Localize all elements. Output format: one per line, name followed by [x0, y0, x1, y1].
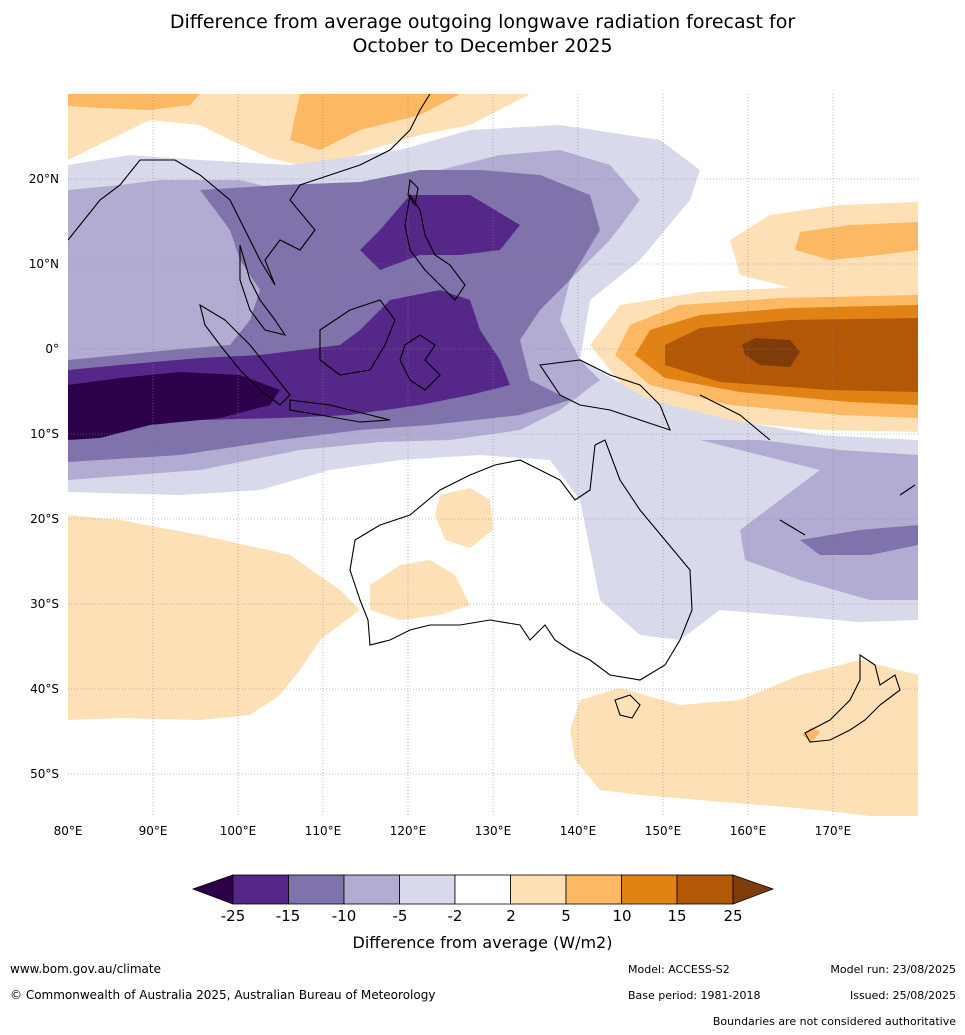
- positive-anomaly-area: [68, 515, 360, 720]
- sulawesi-coastline: [399, 334, 441, 391]
- colorbar-tick: 25: [723, 907, 743, 925]
- copyright-text: © Commonwealth of Australia 2025, Austra…: [10, 988, 436, 1002]
- lat-label: 20°S: [30, 512, 59, 526]
- lon-label: 160°E: [730, 824, 767, 838]
- new-guinea-coastline: [539, 359, 671, 431]
- taiwan-coastline: [407, 178, 419, 207]
- map-title: Difference from average outgoing longwav…: [0, 10, 965, 58]
- positive-anomaly-area: [570, 660, 918, 816]
- positive-anomaly-area: [290, 94, 460, 150]
- positive-anomaly-area: [68, 94, 200, 110]
- positive-anomaly-area: [802, 727, 820, 742]
- colorbar-title: Difference from average (W/m2): [352, 933, 613, 952]
- colorbar-segment: [343, 874, 400, 905]
- title-line-2: October to December 2025: [352, 35, 613, 57]
- lon-label: 150°E: [645, 824, 682, 838]
- colorbar-high-extension: [732, 874, 775, 905]
- colorbar-tick: -10: [331, 907, 357, 925]
- colorbar-segment: [232, 874, 289, 905]
- lat-label: 0°: [45, 342, 59, 356]
- title-line-1: Difference from average outgoing longwav…: [169, 11, 796, 33]
- pacific-islands-coastline: [699, 394, 916, 536]
- colorbar-tick: 2: [506, 907, 516, 925]
- lat-label: 10°S: [30, 427, 59, 441]
- positive-anomaly-area: [435, 488, 493, 548]
- borneo-coastline: [319, 299, 396, 376]
- colorbar-tick: -15: [275, 907, 301, 925]
- colorbar-low-extension: [191, 874, 234, 905]
- lon-label: 80°E: [54, 824, 83, 838]
- issued-text: Issued: 25/08/2025: [849, 989, 956, 1002]
- lon-label: 100°E: [220, 824, 257, 838]
- colorbar-segment: [288, 874, 345, 905]
- model-run-text: Model run: 23/08/2025: [830, 963, 956, 976]
- lon-label: 140°E: [560, 824, 597, 838]
- lon-label: 120°E: [390, 824, 427, 838]
- positive-anomaly-area: [795, 222, 918, 260]
- colorbar-tick: 15: [667, 907, 687, 925]
- colorbar-segment: [454, 874, 511, 905]
- lat-label: 30°S: [30, 597, 59, 611]
- java-coastline: [289, 399, 391, 423]
- anomaly-field: [68, 94, 918, 816]
- graticule: [68, 94, 918, 816]
- colorbar-segment: [510, 874, 567, 905]
- colorbar-segment: [621, 874, 678, 905]
- colorbar-segment: [676, 874, 734, 905]
- lat-label: 20°N: [29, 172, 59, 186]
- philippines-coastline: [404, 193, 466, 301]
- colorbar: [191, 874, 775, 905]
- base-period-text: Base period: 1981-2018: [628, 989, 761, 1002]
- longitude-labels: 80°E 90°E 100°E 110°E 120°E 130°E 140°E …: [54, 824, 852, 838]
- colorbar-tick: -25: [220, 907, 246, 925]
- positive-anomaly-area: [370, 560, 470, 620]
- colorbar-tick: -5: [392, 907, 408, 925]
- positive-anomaly-area: [742, 338, 800, 367]
- negative-anomaly-area: [68, 195, 520, 428]
- coastlines: [68, 94, 916, 743]
- colorbar-segment: [565, 874, 622, 905]
- lon-label: 110°E: [305, 824, 342, 838]
- latitude-labels: 20°N 10°N 0° 10°S 20°S 30°S 40°S 50°S: [29, 172, 59, 781]
- disclaimer-text: Boundaries are not considered authoritat…: [712, 1015, 956, 1028]
- lat-label: 10°N: [29, 257, 59, 271]
- colorbar-tick: 5: [561, 907, 571, 925]
- lon-label: 170°E: [815, 824, 852, 838]
- lon-label: 90°E: [139, 824, 168, 838]
- colorbar-segment: [399, 874, 456, 905]
- australia-coastline: [349, 439, 693, 681]
- malay-peninsula-coastline: [239, 244, 287, 336]
- colorbar-tick: -2: [447, 907, 463, 925]
- model-text: Model: ACCESS-S2: [628, 963, 730, 976]
- website-link[interactable]: www.bom.gov.au/climate: [10, 962, 161, 976]
- negative-anomaly-area: [68, 372, 280, 440]
- asia-coastline: [68, 94, 431, 286]
- tasmania-coastline: [614, 694, 641, 719]
- lat-label: 50°S: [30, 767, 59, 781]
- sumatra-coastline: [199, 303, 291, 406]
- lat-label: 40°S: [30, 682, 59, 696]
- lon-label: 130°E: [475, 824, 512, 838]
- colorbar-tick: 10: [612, 907, 632, 925]
- new-zealand-coastline: [804, 653, 901, 743]
